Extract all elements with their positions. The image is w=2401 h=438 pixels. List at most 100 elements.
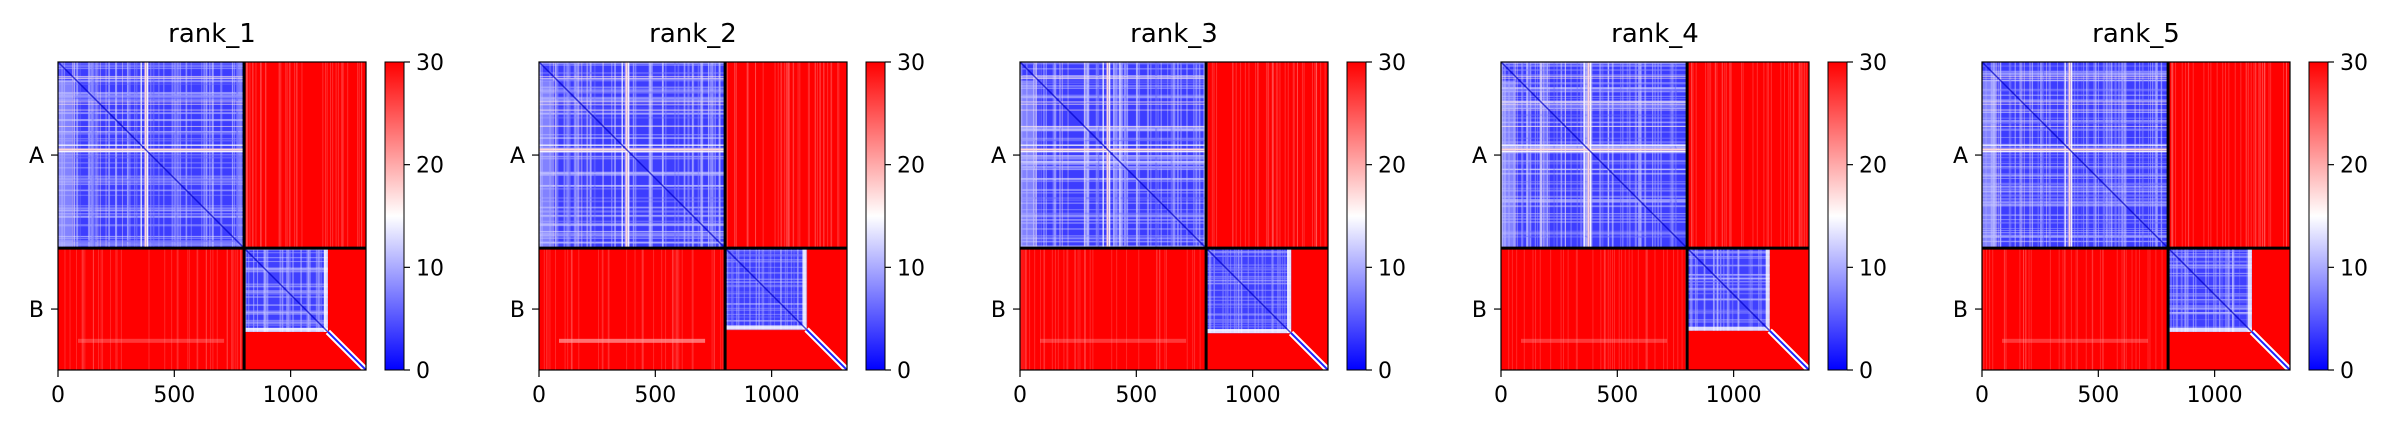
offdiag-texture [1159, 248, 1161, 370]
band-horizontal [1501, 109, 1688, 111]
offdiag-texture [807, 62, 809, 249]
block-b-b-rim [1687, 326, 1770, 331]
block-b-b-texture [1206, 250, 1292, 252]
block-a-a-texture [205, 62, 208, 249]
offdiag-texture [64, 248, 66, 370]
block-a-a-texture [89, 62, 90, 249]
block-b-b-texture [2168, 264, 2252, 266]
offdiag-texture [82, 248, 84, 370]
block-a-a-texture [2108, 62, 2110, 249]
offdiag-texture [231, 248, 233, 370]
block-a-a-texture [632, 62, 635, 249]
block-b-b-texture [725, 313, 807, 315]
block-b-b-rim [1287, 248, 1292, 334]
block-a-a-texture [1982, 88, 2169, 90]
block-a-a-texture [1501, 74, 1688, 77]
block-a-a-texture [1525, 62, 1528, 249]
block-a-a-texture [1521, 62, 1523, 249]
block-a-a-texture [211, 62, 214, 249]
block-b-b-texture [2221, 248, 2223, 332]
block-b-b-texture [2168, 319, 2252, 321]
block-b-b-texture [725, 293, 807, 295]
block-a-a-texture [1020, 139, 1207, 142]
block-a-a-texture [135, 62, 138, 249]
offdiag-texture [2228, 62, 2230, 249]
offdiag-texture [661, 248, 663, 370]
block-a-a-texture [2014, 62, 2016, 249]
offdiag-texture [2124, 248, 2126, 370]
offdiag-texture [81, 248, 83, 370]
block-a-a-texture [539, 137, 726, 139]
block-b-b-texture [292, 248, 294, 332]
block-a-a-texture [539, 184, 726, 186]
band-horizontal [1982, 148, 2169, 151]
offdiag-texture [831, 62, 833, 249]
block-b-b-texture [725, 284, 807, 286]
offdiag-texture [607, 248, 609, 370]
block-a-a-texture [163, 62, 165, 249]
block-b-b-texture [1224, 248, 1227, 334]
block-a-a-light-region [539, 80, 553, 249]
block-a-a-texture [90, 62, 93, 249]
block-b-b-texture [2233, 248, 2235, 332]
offdiag-texture [1024, 248, 1026, 370]
offdiag-texture [294, 62, 296, 249]
block-a-a-texture [171, 62, 174, 249]
chain-label: B [1953, 298, 1968, 323]
block-a-a-texture [539, 72, 726, 75]
offdiag-texture [1983, 248, 1985, 370]
block-a-a-texture [1982, 147, 2169, 150]
offdiag-texture [1297, 62, 1299, 249]
offdiag-texture [239, 248, 241, 370]
block-a-a-texture [539, 134, 726, 136]
band-horizontal [1020, 109, 1207, 111]
block-b-b-texture [244, 304, 328, 306]
block-a-a-texture [1671, 62, 1674, 249]
offdiag-texture [578, 248, 580, 370]
block-a-a-texture [1537, 62, 1538, 249]
block-a-a-texture [1501, 144, 1688, 145]
block-b-b-texture [256, 248, 259, 332]
block-b-b-texture [1262, 248, 1264, 334]
block-a-a-texture [1522, 62, 1524, 249]
block-b-b-texture [244, 285, 328, 288]
diagonal-tail [327, 331, 366, 370]
offdiag-texture [237, 248, 239, 370]
block-b-b-texture [725, 297, 807, 299]
block-b-b-texture [281, 248, 284, 332]
offdiag-texture [746, 62, 748, 249]
block-a-a-texture [1501, 181, 1688, 183]
offdiag-texture [2023, 248, 2025, 370]
block-a-a-texture [2082, 62, 2085, 249]
block-a-a-texture [539, 62, 726, 65]
block-a-a-texture [1501, 230, 1688, 233]
block-b-b-texture [768, 248, 770, 330]
offdiag-texture [2149, 248, 2151, 370]
block-b-b-texture [2168, 326, 2252, 328]
block-a-a-texture [539, 173, 726, 175]
block-b-b-texture [1206, 306, 1292, 308]
block-a-a-texture [581, 62, 583, 249]
offdiag-texture [1511, 248, 1513, 370]
block-a-a-texture [1982, 143, 2169, 145]
offdiag-texture [2187, 62, 2189, 249]
offdiag-texture [2203, 62, 2205, 249]
colorbar-tick-label: 20 [1378, 154, 1406, 179]
offdiag-texture [1296, 62, 1298, 249]
block-b-b-texture [315, 248, 317, 332]
offdiag-texture [1020, 248, 1022, 370]
block-b-b-texture [1716, 248, 1719, 331]
block-a-a-texture [1501, 215, 1688, 217]
offdiag-texture [1057, 248, 1059, 370]
block-b-b-texture [806, 248, 808, 330]
block-a-a-texture [614, 62, 616, 249]
band-horizontal [58, 103, 245, 105]
x-tick-label: 0 [1494, 383, 1508, 408]
offdiag-texture [2019, 248, 2021, 370]
block-b-b-texture [244, 311, 328, 313]
offdiag-texture [2171, 62, 2173, 249]
colorbar [1828, 62, 1847, 370]
block-a-a-texture [58, 80, 245, 83]
block-a-a-texture [539, 237, 726, 239]
offdiag-texture [1284, 62, 1286, 249]
